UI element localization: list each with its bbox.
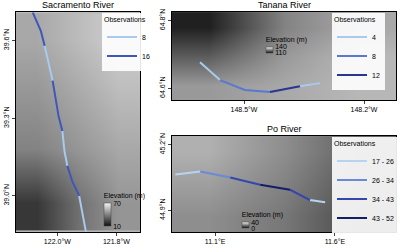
svg-text:8: 8	[142, 34, 146, 41]
svg-text:0: 0	[251, 225, 255, 232]
svg-text:122.0°W: 122.0°W	[44, 238, 71, 245]
svg-text:16: 16	[142, 53, 150, 60]
svg-text:148.2°W: 148.2°W	[351, 106, 378, 113]
svg-text:64.8°N: 64.8°N	[159, 9, 166, 30]
svg-text:11.1°E: 11.1°E	[205, 238, 226, 245]
svg-text:70: 70	[113, 200, 121, 207]
svg-text:34 - 43: 34 - 43	[372, 196, 394, 203]
svg-text:Observations: Observations	[334, 140, 376, 147]
svg-text:39.3°N: 39.3°N	[3, 106, 10, 127]
svg-text:17 - 26: 17 - 26	[372, 158, 394, 165]
svg-text:43 - 52: 43 - 52	[372, 215, 394, 222]
svg-text:Elevation (m): Elevation (m)	[104, 192, 145, 200]
svg-text:Elevation (m): Elevation (m)	[242, 211, 283, 219]
svg-text:Po River: Po River	[267, 124, 302, 134]
svg-text:10: 10	[113, 223, 121, 230]
svg-text:39.0°N: 39.0°N	[3, 184, 10, 205]
svg-text:110: 110	[275, 49, 286, 56]
svg-text:8: 8	[372, 53, 376, 60]
svg-text:140: 140	[275, 43, 287, 50]
svg-text:121.8°W: 121.8°W	[103, 238, 130, 245]
svg-text:Observations: Observations	[104, 16, 146, 23]
svg-text:64.6°N: 64.6°N	[159, 76, 166, 97]
svg-text:Elevation (m): Elevation (m)	[266, 36, 307, 44]
svg-text:45.2°N: 45.2°N	[159, 133, 166, 154]
svg-text:148.5°W: 148.5°W	[231, 106, 258, 113]
svg-text:39.6°N: 39.6°N	[3, 29, 10, 50]
svg-text:Sacramento River: Sacramento River	[42, 0, 114, 10]
svg-text:11.6°E: 11.6°E	[325, 238, 346, 245]
svg-text:26 - 34: 26 - 34	[372, 177, 394, 184]
svg-text:12: 12	[372, 72, 380, 79]
svg-text:Tanana River: Tanana River	[258, 0, 311, 10]
svg-text:Observations: Observations	[334, 16, 376, 23]
svg-text:40: 40	[251, 219, 259, 226]
svg-text:44.9°N: 44.9°N	[159, 198, 166, 219]
svg-text:4: 4	[372, 34, 376, 41]
